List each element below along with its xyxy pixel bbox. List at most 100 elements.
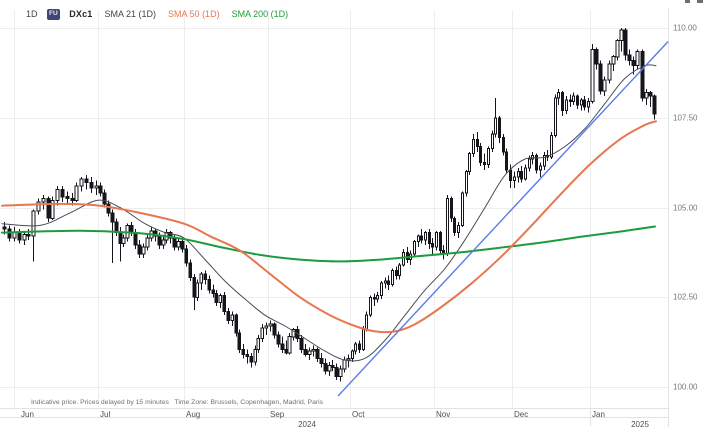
candle (652, 95, 657, 115)
candle (342, 359, 347, 370)
candle (627, 54, 632, 61)
candle (364, 314, 369, 331)
candle (299, 338, 304, 350)
candle (184, 248, 189, 264)
candle (644, 92, 649, 99)
candle (631, 59, 636, 67)
indicator-sma200-label[interactable]: SMA 200 (1D) (231, 9, 289, 20)
candle (516, 171, 521, 178)
candle (121, 237, 126, 244)
month-tick-label: Nov (436, 410, 451, 419)
candle (623, 29, 628, 56)
candle (390, 269, 395, 286)
month-tick-label: Jun (21, 410, 34, 419)
candle (153, 230, 158, 237)
candle (419, 235, 424, 241)
candle (504, 151, 509, 171)
candle (176, 241, 181, 248)
candle (560, 92, 565, 112)
candle (133, 232, 138, 246)
candle (141, 246, 146, 255)
candle (493, 117, 498, 135)
candle (211, 289, 216, 295)
candle (615, 40, 620, 58)
candle (245, 354, 250, 358)
candle (401, 251, 406, 266)
candle (523, 167, 528, 180)
candle (438, 232, 443, 252)
candle (60, 189, 65, 198)
candle (50, 199, 55, 219)
candle (571, 95, 576, 103)
candle (361, 329, 366, 350)
month-tick-label: Sep (270, 410, 285, 419)
year-tick-label: 2024 (298, 419, 316, 429)
candle (372, 296, 377, 300)
candle (129, 224, 134, 234)
candle (214, 293, 219, 304)
candle (475, 138, 480, 148)
candle (161, 239, 166, 246)
candle (70, 198, 75, 201)
candle (137, 244, 142, 255)
candle (527, 158, 532, 169)
symbol-label[interactable]: DXc1 (69, 9, 93, 20)
candle (89, 181, 94, 189)
candle (635, 50, 640, 67)
candle (94, 185, 99, 189)
candle (55, 189, 60, 201)
candle (582, 99, 587, 108)
time-axis[interactable]: Jun Jul Aug Sep Oct Nov Dec Jan 2024 2025 (0, 408, 711, 444)
candle (449, 198, 454, 219)
futures-badge-icon: FU (46, 9, 61, 20)
candle (598, 63, 603, 92)
candle (538, 165, 543, 171)
candle (237, 332, 242, 350)
candle (26, 233, 31, 237)
candle (357, 343, 362, 350)
candle (118, 232, 123, 244)
candle (383, 280, 388, 284)
candle (315, 348, 320, 359)
candle (172, 237, 177, 248)
candle (22, 233, 27, 241)
candle (291, 329, 296, 338)
price-tick-label: 110.00 (673, 23, 697, 33)
candle (249, 356, 254, 363)
candle (427, 232, 432, 244)
candle (568, 99, 573, 103)
candle (508, 169, 513, 182)
candle (79, 178, 84, 187)
candle (276, 334, 281, 345)
candle (199, 273, 204, 284)
candle (350, 350, 355, 359)
candle (394, 269, 399, 277)
indicator-sma21-label[interactable]: SMA 21 (1D) (104, 9, 157, 20)
interval-label[interactable]: 1D (26, 9, 38, 20)
candle (579, 99, 584, 106)
sma21-line[interactable] (1, 64, 657, 362)
candle (41, 198, 46, 203)
price-axis[interactable]: 110.00 107.50 105.00 102.50 100.00 (668, 0, 711, 444)
candle (31, 210, 36, 237)
candle (497, 117, 502, 139)
sma200-line[interactable] (1, 225, 656, 263)
candle (226, 311, 231, 322)
candle (478, 146, 483, 164)
cropped-icon (685, 0, 690, 3)
sma50-line[interactable] (1, 120, 657, 334)
candle (375, 295, 380, 300)
candle (2, 226, 7, 230)
month-tick-label: Dec (514, 410, 529, 419)
trend-line[interactable] (337, 41, 669, 397)
candle (482, 162, 487, 165)
candle (234, 314, 239, 334)
candle (180, 241, 185, 250)
candle (464, 171, 469, 194)
candle (501, 137, 506, 153)
candle (556, 92, 561, 99)
indicator-sma50-label[interactable]: SMA 50 (1D) (168, 9, 220, 20)
candle (486, 147, 491, 166)
